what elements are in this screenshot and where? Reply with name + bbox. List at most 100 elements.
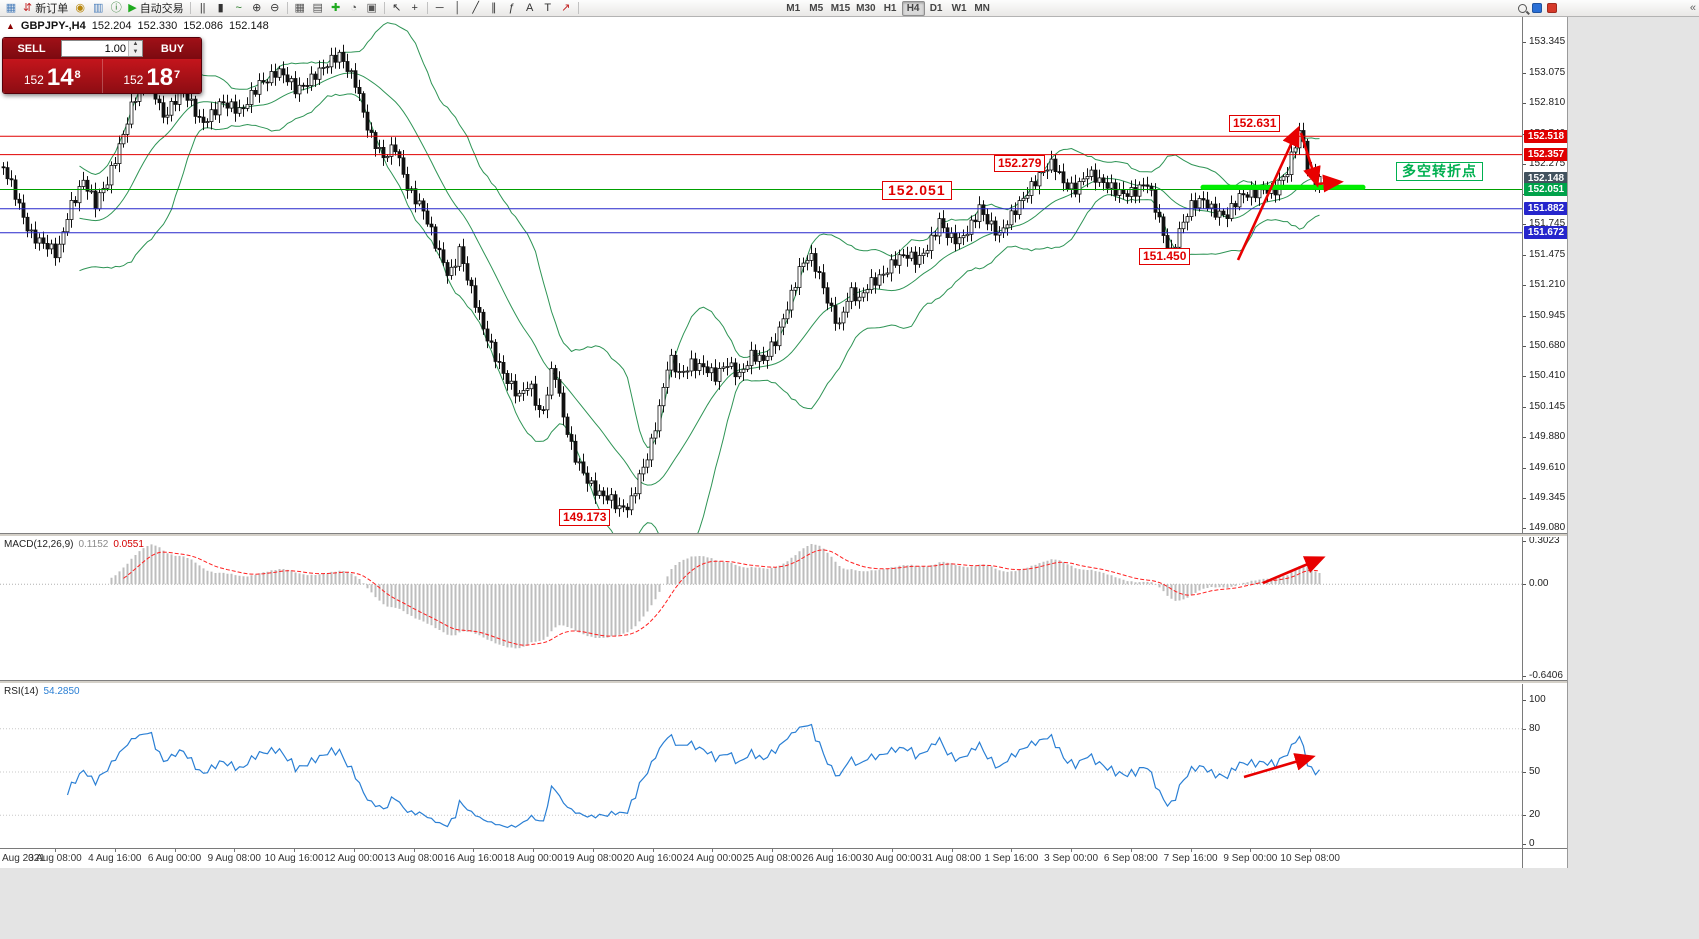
time-label: 6 Sep 08:00 bbox=[1103, 853, 1158, 864]
timeframe-m30-button[interactable]: M30 bbox=[856, 2, 876, 14]
timeframe-mn-button[interactable]: MN bbox=[974, 2, 990, 14]
timeframe-w1-button[interactable]: W1 bbox=[951, 2, 967, 14]
timeframe-m1-button[interactable]: M1 bbox=[786, 2, 801, 14]
zoom-out-button[interactable]: ⊖ bbox=[266, 1, 284, 16]
trend-arrow-macd[interactable] bbox=[1262, 556, 1326, 585]
scale-tickmark bbox=[1523, 815, 1526, 817]
one-click-header-row: SELL ▲ ▼ BUY bbox=[3, 38, 201, 59]
price-label-152-279: 152.279 bbox=[994, 155, 1046, 172]
trend-arrow-rsi[interactable] bbox=[1243, 753, 1316, 779]
time-tickmark bbox=[294, 848, 296, 852]
bar-chart-icon: || bbox=[199, 1, 206, 14]
zoom-out-icon: ⊖ bbox=[270, 1, 280, 14]
time-tickmark bbox=[712, 848, 714, 852]
arrows-button[interactable]: ↗ bbox=[557, 1, 575, 16]
price-label-151-450: 151.450 bbox=[1139, 248, 1191, 265]
crosshair-button[interactable]: + bbox=[406, 1, 424, 16]
trend-arrows-main[interactable] bbox=[1236, 125, 1344, 261]
periods-button[interactable]: ◔ bbox=[345, 1, 363, 16]
time-label: 1 Sep 16:00 bbox=[984, 853, 1039, 864]
scale-tickmark bbox=[1523, 676, 1526, 678]
volume-down-button[interactable]: ▼ bbox=[129, 48, 142, 56]
bar-chart-button[interactable]: || bbox=[194, 1, 212, 16]
timeframe-m5-button[interactable]: M5 bbox=[809, 2, 824, 14]
rsi-value: 54.2850 bbox=[43, 686, 80, 697]
time-tickmark bbox=[55, 848, 56, 852]
bollinger-middle-band bbox=[79, 72, 1320, 486]
templates-button[interactable]: ▣ bbox=[363, 1, 381, 16]
cursor-icon: ↖ bbox=[392, 1, 402, 14]
vertical-line-button[interactable]: │ bbox=[449, 1, 467, 16]
line-chart-icon: ~ bbox=[235, 1, 242, 14]
trendline-button[interactable]: ╱ bbox=[467, 1, 485, 16]
buy-button[interactable]: BUY bbox=[160, 42, 185, 55]
profiles-button[interactable]: ▥ bbox=[89, 1, 107, 16]
tile-windows-button[interactable]: ▦ bbox=[291, 1, 309, 16]
price-tick: 150.680 bbox=[1529, 339, 1566, 351]
new-order-button[interactable]: ⇵ 新订单 bbox=[20, 1, 71, 16]
symbols-button[interactable]: ◉ bbox=[71, 1, 89, 16]
buy-price-big-figure: 152 bbox=[123, 73, 144, 87]
price-tick: 153.075 bbox=[1529, 66, 1566, 78]
rsi-scale-tick: 80 bbox=[1529, 722, 1541, 734]
arrows-icon: ↗ bbox=[561, 1, 571, 14]
ohlc-low: 152.086 bbox=[183, 20, 224, 32]
new-chart-icon: ▦ bbox=[5, 1, 17, 14]
candlestick-chart-button[interactable]: ▮ bbox=[212, 1, 230, 16]
text-icon: A bbox=[526, 1, 534, 14]
price-tick: 149.080 bbox=[1529, 521, 1566, 533]
price-scale[interactable]: 153.345153.075152.810152.540152.275152.0… bbox=[1522, 17, 1567, 868]
time-label: 9 Aug 08:00 bbox=[207, 853, 261, 864]
sell-price-big-figure: 152 bbox=[23, 73, 44, 87]
market-icon[interactable] bbox=[1547, 0, 1557, 18]
panel-splitter-rsi[interactable] bbox=[0, 680, 1567, 684]
search-icon[interactable] bbox=[1518, 0, 1527, 18]
timeframe-h4-button[interactable]: H4 bbox=[901, 0, 925, 16]
scale-tickmark bbox=[1523, 728, 1526, 730]
bollinger-lower-band bbox=[79, 93, 1320, 533]
cursor-button[interactable]: ↖ bbox=[388, 1, 406, 16]
toolbar-overflow-icon[interactable]: « bbox=[1689, 2, 1696, 14]
buy-price[interactable]: 152 18 7 bbox=[103, 59, 202, 93]
label-button[interactable]: T bbox=[539, 1, 557, 16]
timeframe-m15-button[interactable]: M15 bbox=[830, 2, 851, 14]
time-tickmark bbox=[533, 848, 535, 852]
text-button[interactable]: A bbox=[521, 1, 539, 16]
price-tick: 149.880 bbox=[1529, 430, 1566, 442]
new-chart-button[interactable]: ▦ bbox=[2, 1, 20, 16]
scale-tickmark bbox=[1523, 527, 1526, 529]
horizontal-line-button[interactable]: ─ bbox=[431, 1, 449, 16]
time-label: 16 Aug 16:00 bbox=[443, 853, 503, 864]
macd-scale-tick: 0.3023 bbox=[1529, 535, 1560, 546]
community-icon[interactable] bbox=[1532, 0, 1542, 18]
price-badge-152-518: 152.518 bbox=[1524, 129, 1567, 143]
zoom-in-button[interactable]: ⊕ bbox=[248, 1, 266, 16]
fibonacci-button[interactable]: ƒ bbox=[503, 1, 521, 16]
price-label-152-051: 152.051 bbox=[882, 181, 952, 200]
timeframe-d1-button[interactable]: D1 bbox=[929, 2, 943, 14]
candle-wicks bbox=[3, 44, 1320, 518]
ohlc-high: 152.330 bbox=[137, 20, 178, 32]
horizontal-level-lines[interactable] bbox=[0, 135, 1522, 234]
panel-splitter-macd[interactable] bbox=[0, 533, 1567, 537]
add-indicator-button[interactable]: ✚ bbox=[327, 1, 345, 16]
auto-trading-button[interactable]: ▶ 自动交易 bbox=[125, 1, 186, 16]
macd-panel bbox=[0, 544, 1522, 649]
sell-button[interactable]: SELL bbox=[17, 42, 46, 55]
sell-price[interactable]: 152 14 8 bbox=[3, 59, 103, 93]
scale-tickmark bbox=[1523, 700, 1526, 701]
cascade-windows-button[interactable]: ▤ bbox=[309, 1, 327, 16]
channel-button[interactable]: ∥ bbox=[485, 1, 503, 16]
time-tickmark bbox=[1250, 848, 1252, 852]
toolbar-separator bbox=[189, 2, 191, 14]
time-tickmark bbox=[652, 848, 654, 852]
volume-up-button[interactable]: ▲ bbox=[129, 41, 142, 49]
volume-input[interactable] bbox=[62, 41, 128, 56]
one-click-collapse-toggle[interactable]: ▲ bbox=[6, 21, 15, 31]
turning-point-label: 多空转折点 bbox=[1396, 162, 1483, 181]
timeframe-h1-button[interactable]: H1 bbox=[883, 2, 897, 14]
chart-window: ▲ GBPJPY-,H4 152.204 152.330 152.086 152… bbox=[0, 17, 1568, 868]
data-window-button[interactable]: ⓘ bbox=[107, 1, 125, 16]
line-chart-button[interactable]: ~ bbox=[230, 1, 248, 16]
price-badge-151-882: 151.882 bbox=[1524, 202, 1567, 216]
